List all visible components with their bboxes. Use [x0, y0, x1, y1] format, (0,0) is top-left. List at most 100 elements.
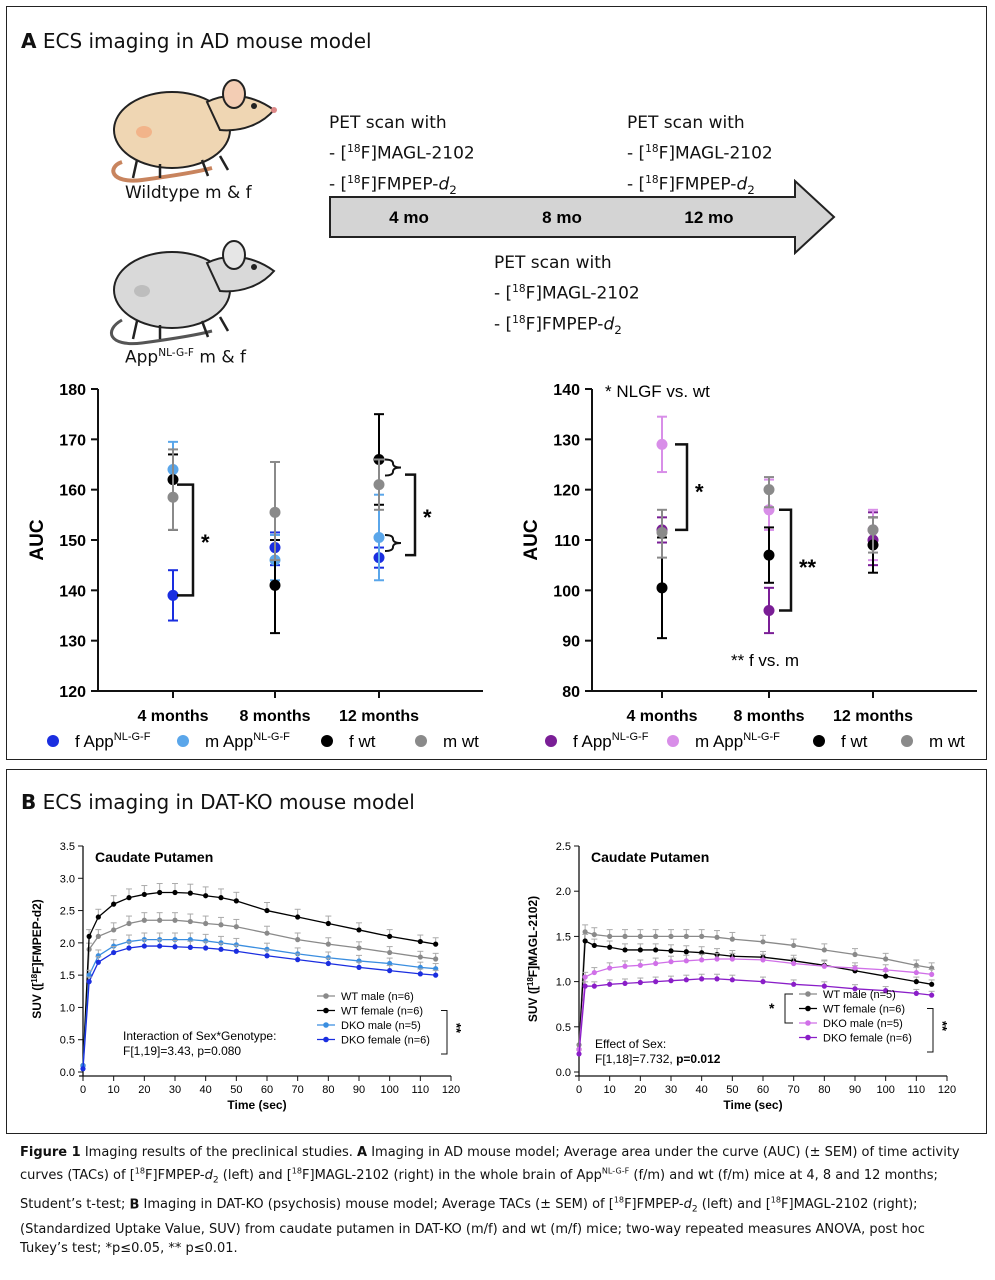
x-tick-label: 12 months [833, 708, 913, 725]
data-point [683, 949, 689, 955]
legend-label: DKO female (n=6) [823, 1033, 912, 1045]
data-point [387, 933, 393, 939]
data-point [791, 960, 797, 967]
y-tick-label: 120 [59, 684, 86, 701]
data-point [821, 963, 827, 969]
data-point [637, 933, 643, 939]
legend-label: m AppNL-G-F [695, 731, 780, 751]
data-point [356, 945, 362, 951]
legend-marker [321, 735, 333, 747]
data-point [714, 976, 720, 982]
x-tick-label: 30 [169, 1084, 181, 1096]
data-point [233, 898, 239, 904]
tac-chart-fmpep: 0.0 0.5 1.0 1.5 2.0 2.5 3.0 3.5 0 10 20 30 40 50 60 70 8… [30, 841, 464, 1112]
timeline-arrow: 4 mo 8 mo 12 mo [329, 179, 836, 255]
data-point [656, 582, 668, 594]
data-point [86, 933, 92, 939]
data-point [883, 956, 889, 962]
legend-marker [545, 735, 557, 747]
y-tick-label: 0.0 [60, 1067, 75, 1079]
data-point [433, 972, 439, 978]
data-point [325, 941, 331, 947]
stats-annotation-line1: Interaction of Sex*Genotype: [123, 1029, 276, 1043]
data-point [913, 969, 919, 976]
tracer-fmpep: - [18F]FMPEP-d2 [329, 173, 457, 197]
y-tick-label: 2.5 [60, 906, 75, 918]
legend-label: WT female (n=6) [823, 1004, 905, 1016]
panel-a-title-text: ECS imaging in AD mouse model [36, 29, 372, 53]
data-point [653, 979, 659, 985]
x-tick-label: 110 [908, 1084, 926, 1096]
data-point [668, 978, 674, 984]
brace-upper [384, 458, 402, 477]
x-tick-label: 8 months [733, 708, 804, 725]
caption-fig-label: Figure 1 [20, 1145, 81, 1160]
legend-marker [901, 735, 913, 747]
data-point [373, 479, 385, 491]
legend-label: DKO male (n=5) [823, 1018, 903, 1030]
pet-scan-4mo: PET scan with - [18F]MAGL-2102 - [18F]FM… [329, 110, 475, 203]
x-axis-label: Time (sec) [227, 1098, 286, 1112]
y-axis-label: SUV ([18F]FMPEP-d2) [30, 899, 44, 1019]
brace-lower [384, 533, 402, 552]
data-point [387, 968, 393, 974]
data-point [218, 922, 224, 928]
y-tick-label: 2.5 [556, 841, 571, 853]
y-tick-label: 3.5 [60, 841, 75, 853]
y-tick-label: 130 [553, 432, 580, 449]
data-point [607, 944, 613, 950]
panel-a-letter: A [21, 29, 37, 53]
data-point [622, 963, 628, 969]
y-tick-label: 2.0 [556, 886, 571, 898]
x-tick-label: 30 [665, 1084, 677, 1096]
data-point [86, 979, 92, 985]
caption-part-a: Imaging in AD mouse model; Average area … [20, 1145, 960, 1213]
data-point [80, 1066, 86, 1072]
data-point [325, 960, 331, 967]
data-point [417, 954, 423, 960]
y-tick-label: 120 [553, 483, 580, 500]
data-point [387, 949, 393, 956]
data-point [218, 946, 224, 952]
data-point [356, 927, 362, 933]
x-tick-label: 12 months [339, 708, 419, 725]
data-point [656, 438, 668, 450]
significance-star: * [769, 1000, 775, 1016]
data-point [883, 988, 889, 994]
annotation-f-vs-m: ** f vs. m [731, 651, 799, 670]
y-tick-label: 1.5 [60, 970, 75, 982]
data-point [683, 933, 689, 939]
data-point [607, 933, 613, 939]
data-point [126, 945, 132, 951]
stats-annotation-line1: Effect of Sex: [595, 1037, 666, 1051]
data-point [699, 957, 705, 963]
y-tick-label: 80 [562, 684, 580, 701]
data-point [821, 983, 827, 989]
data-point [699, 976, 705, 982]
legend-label: m AppNL-G-F [205, 731, 290, 751]
timeline-8mo: 8 mo [542, 208, 582, 227]
data-point [668, 948, 674, 954]
wildtype-label: Wildtype m & f [125, 183, 252, 203]
y-tick-label: 140 [59, 583, 86, 600]
legend-marker [805, 991, 811, 997]
data-point [218, 895, 224, 901]
legend-label: m wt [929, 732, 965, 751]
pet-heading: PET scan with [627, 113, 745, 133]
data-point [576, 1051, 582, 1057]
x-tick-label: 110 [412, 1084, 430, 1096]
data-point [295, 914, 301, 920]
data-point [356, 964, 362, 970]
legend-marker [323, 993, 329, 999]
data-point [111, 927, 117, 933]
legend-label: f wt [349, 732, 376, 751]
data-point [791, 981, 797, 987]
x-tick-label: 120 [442, 1084, 460, 1096]
data-point [157, 917, 163, 923]
x-tick-label: 4 months [137, 708, 208, 725]
data-point [760, 939, 766, 945]
legend-marker [47, 735, 59, 747]
data-point [760, 957, 766, 963]
significance-star: * [695, 480, 704, 505]
y-tick-label: 140 [553, 382, 580, 399]
